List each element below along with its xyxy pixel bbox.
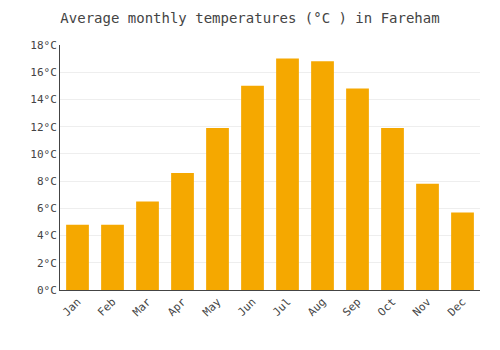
svg-text:4°C: 4°C	[37, 229, 57, 242]
svg-text:8°C: 8°C	[37, 175, 57, 188]
svg-text:Feb: Feb	[95, 296, 118, 319]
svg-text:Jan: Jan	[60, 296, 83, 319]
svg-text:0°C: 0°C	[37, 284, 57, 297]
svg-text:Sep: Sep	[340, 296, 363, 319]
svg-text:Apr: Apr	[165, 295, 189, 319]
svg-text:May: May	[200, 295, 224, 319]
svg-text:14°C: 14°C	[30, 93, 57, 106]
svg-text:Aug: Aug	[305, 296, 328, 319]
svg-text:Jul: Jul	[270, 296, 293, 319]
svg-text:10°C: 10°C	[30, 148, 57, 161]
svg-text:Oct: Oct	[375, 296, 398, 319]
svg-text:18°C: 18°C	[30, 39, 57, 52]
svg-text:Nov: Nov	[410, 295, 434, 319]
svg-text:6°C: 6°C	[37, 202, 57, 215]
svg-text:2°C: 2°C	[37, 257, 57, 270]
svg-text:Jun: Jun	[235, 296, 258, 319]
svg-text:Average monthly temperatures (: Average monthly temperatures (°C ) in Fa…	[60, 10, 439, 26]
svg-text:Mar: Mar	[130, 295, 154, 319]
svg-text:16°C: 16°C	[30, 66, 57, 79]
svg-text:12°C: 12°C	[30, 121, 57, 134]
svg-text:Dec: Dec	[445, 296, 468, 319]
